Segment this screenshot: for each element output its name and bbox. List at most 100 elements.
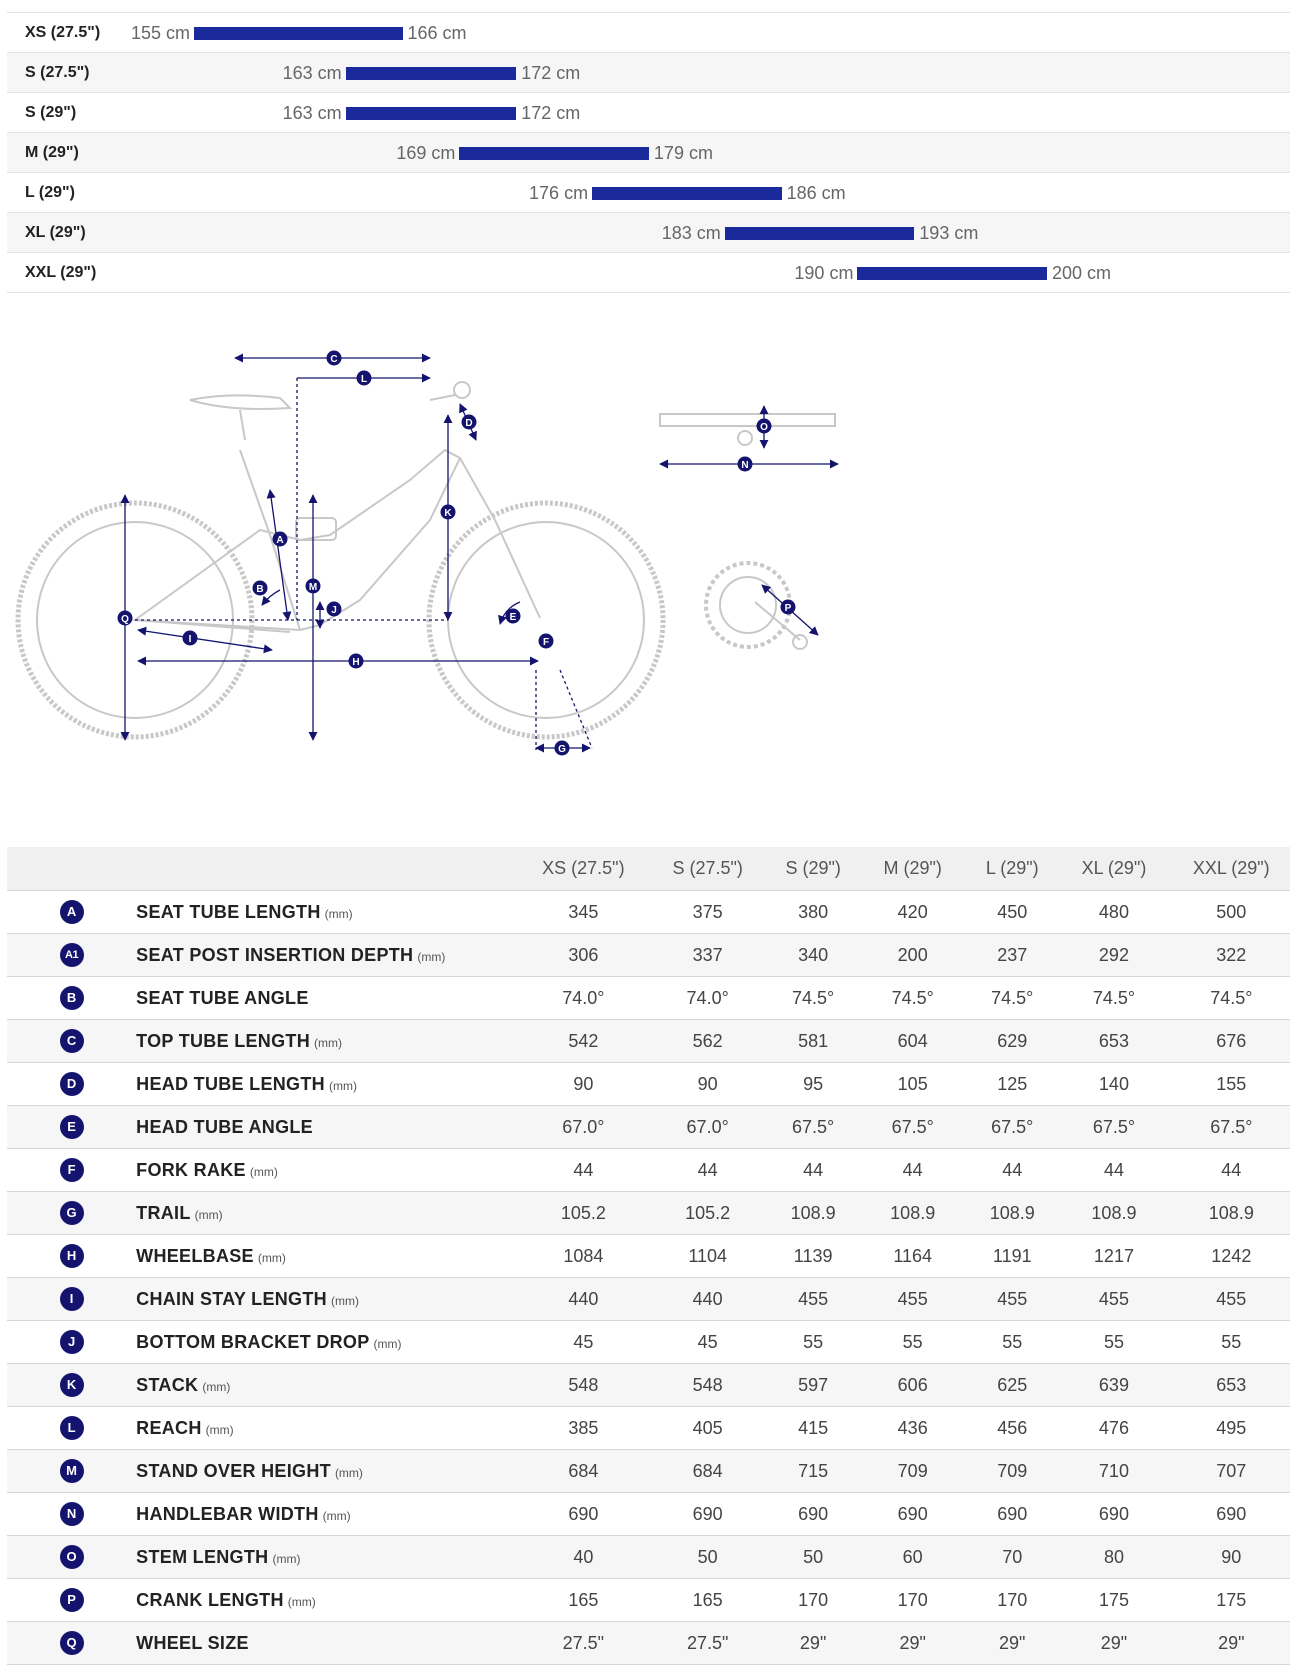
value-cell: 380 [770,890,857,934]
measurement-unit: (mm) [417,949,446,964]
value-cell: 55 [770,1320,857,1364]
table-row: L REACH (mm) 385 405 415 436 456 476 495 [7,1406,1290,1450]
height-range-bar [592,187,782,200]
value-cell: 165 [521,1578,646,1622]
value-cell: 237 [969,933,1056,977]
value-cell: 45 [521,1320,646,1364]
table-row: Q WHEEL SIZE 27.5" 27.5" 29" 29" 29" 29" 29" [7,1621,1290,1665]
table-header-row: XS (27.5") S (27.5") S (29") M (29") L (… [7,847,1290,891]
badge-cell: H [7,1234,137,1278]
badge-n-icon [737,456,753,472]
value-cell: 548 [645,1363,771,1407]
value-cell: 95 [770,1062,857,1106]
value-cell: 44 [645,1148,771,1192]
table-row: C TOP TUBE LENGTH (mm) 542 562 581 604 629 653 67… [7,1019,1290,1063]
badge-cell: D [7,1062,137,1106]
geometry-table: XS (27.5") S (27.5") S (29") M (29") L (… [7,847,1290,1665]
value-cell: 175 [1172,1578,1290,1622]
size-row: XXL (29") 190 cm 200 cm [7,253,1290,293]
value-cell: 90 [521,1062,646,1106]
value-cell: 455 [856,1277,970,1321]
value-cell: 74.0° [645,976,771,1020]
value-cell: 690 [969,1492,1056,1536]
value-cell: 292 [1055,933,1173,977]
geometry-diagram: C L D K A B Q M J I E F H G O N P [0,340,1297,810]
measurement-name: SEAT TUBE LENGTH [136,901,321,922]
badge-k-icon [440,504,456,520]
max-height-label: 200 cm [1052,263,1112,283]
measurement-name-cell: TOP TUBE LENGTH (mm) [136,1019,522,1063]
measurement-name-cell: HANDLEBAR WIDTH (mm) [136,1492,522,1536]
badge-cell: O [7,1535,137,1579]
column-header: XL (29") [1055,847,1173,891]
measurement-letter-badge: G [59,1201,84,1225]
min-height-label: 190 cm [794,263,854,283]
badge-n-letter: N [741,460,748,471]
height-range-bar [345,107,517,120]
max-height-label: 172 cm [521,63,581,83]
column-header: S (29") [770,847,857,891]
value-cell: 455 [770,1277,857,1321]
table-row: N HANDLEBAR WIDTH (mm) 690 690 690 690 690 690 69… [7,1492,1290,1536]
value-cell: 55 [1055,1320,1173,1364]
value-cell: 44 [1172,1148,1290,1192]
value-cell: 108.9 [1055,1191,1173,1235]
measurement-letter-badge: C [59,1029,84,1053]
badge-i-icon [182,630,198,646]
badge-g-letter: G [558,744,566,755]
measurement-name-cell: TRAIL (mm) [136,1191,522,1235]
value-cell: 690 [1172,1492,1290,1536]
value-cell: 105 [856,1062,970,1106]
value-cell: 476 [1055,1406,1173,1450]
measurement-unit: (mm) [272,1551,301,1566]
badge-q-letter: Q [121,614,129,625]
value-cell: 710 [1055,1449,1173,1493]
measurement-unit: (mm) [205,1422,234,1437]
badge-b-letter: B [256,584,263,595]
table-row: A1 SEAT POST INSERTION DEPTH (mm) 306 337 340… [7,933,1290,977]
measurement-letter-badge: A1 [59,943,84,967]
value-cell: 108.9 [856,1191,970,1235]
column-header: XXL (29") [1172,847,1290,891]
min-height-label: 163 cm [282,63,342,83]
height-range-bar [194,27,403,40]
value-cell: 67.5° [1055,1105,1173,1149]
measurement-name: STAND OVER HEIGHT [136,1460,331,1481]
measurement-name: TRAIL [136,1202,191,1223]
value-cell: 74.5° [1055,976,1173,1020]
badge-cell: I [7,1277,137,1321]
measurement-letter-badge: H [59,1244,84,1268]
measurement-name: BOTTOM BRACKET DROP [136,1331,370,1352]
value-cell: 105.2 [521,1191,646,1235]
badge-cell: M [7,1449,137,1493]
badge-cell: A1 [7,933,137,977]
measurement-name: FORK RAKE [136,1159,246,1180]
value-cell: 44 [521,1148,646,1192]
badge-h-icon [348,653,364,669]
value-cell: 105.2 [645,1191,771,1235]
measurement-letter-badge: M [59,1459,84,1483]
badge-i-letter: I [189,634,192,645]
table-row: I CHAIN STAY LENGTH (mm) 440 440 455 455 455 455… [7,1277,1290,1321]
value-cell: 50 [770,1535,857,1579]
badge-cell: K [7,1363,137,1407]
value-cell: 440 [521,1277,646,1321]
value-cell: 29" [1172,1621,1290,1665]
badge-j-icon [326,601,342,617]
value-cell: 67.0° [645,1105,771,1149]
measurement-unit: (mm) [249,1164,278,1179]
table-row: F FORK RAKE (mm) 44 44 44 44 44 44 44 [7,1148,1290,1192]
size-label: S (27.5") [25,64,90,81]
badge-d-icon [461,414,477,430]
value-cell: 60 [856,1535,970,1579]
value-cell: 653 [1055,1019,1173,1063]
badge-cell: E [7,1105,137,1149]
max-height-label: 186 cm [786,183,846,203]
badge-f-letter: F [543,637,549,648]
badge-m-icon [305,578,321,594]
value-cell: 44 [1055,1148,1173,1192]
dimension-lines [120,353,839,753]
badge-cell: J [7,1320,137,1364]
value-cell: 639 [1055,1363,1173,1407]
value-cell: 562 [645,1019,771,1063]
